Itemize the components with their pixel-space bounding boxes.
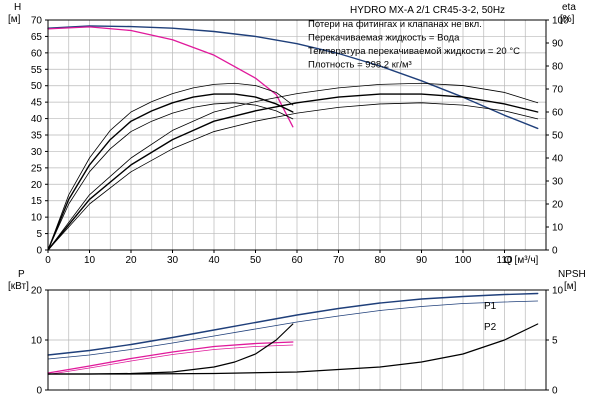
left-tick-label: 20: [31, 286, 43, 297]
x-tick-label: 90: [416, 255, 428, 266]
curve-eta_one_pump_mid: [47, 93, 294, 251]
curve-eta_two_pumps_lower: [47, 102, 539, 251]
x-tick-label: 100: [455, 255, 472, 266]
curve-eta_two_pumps_mid: [47, 93, 539, 251]
curve-p1_two_pumps: [47, 292, 539, 356]
curve-head_one_pump: [47, 26, 294, 128]
chart-title: HYDRO MX-A 2/1 CR45-3-2, 50Hz: [350, 5, 505, 16]
eta-axis-unit: [%]: [560, 14, 575, 25]
x-tick-label: 70: [333, 255, 345, 266]
right-tick-label: 0: [552, 246, 558, 257]
left-tick-label: 25: [31, 163, 43, 174]
left-tick-label: 0: [36, 386, 42, 397]
x-tick-label: 60: [291, 255, 303, 266]
curve-eta_two_pumps_upper: [47, 82, 539, 251]
right-tick-label: 60: [552, 108, 564, 119]
left-tick-label: 55: [31, 65, 43, 76]
grid-layer: [48, 19, 546, 390]
right-tick-label: 10: [552, 223, 564, 234]
x-tick-label: 20: [125, 255, 137, 266]
x-tick-label: 30: [167, 255, 179, 266]
right-tick-label: 90: [552, 39, 564, 50]
note-temperature: Температура перекачиваемой жидкости = 20…: [308, 46, 520, 57]
left-tick-label: 15: [31, 196, 43, 207]
left-tick-label: 50: [31, 81, 43, 92]
left-tick-label: 5: [36, 229, 42, 240]
right-tick-label: 0: [552, 386, 558, 397]
right-tick-label: 100: [552, 16, 569, 27]
curve-p2_one_pump: [47, 344, 294, 375]
x-tick-label: 80: [374, 255, 386, 266]
npsh-axis-label: NPSH: [558, 269, 586, 280]
left-tick-label: 70: [31, 16, 43, 27]
curve-eta_one_pump_upper: [47, 82, 294, 251]
left-tick-label: 65: [31, 32, 43, 43]
flow-axis-label: Q [м³/ч]: [504, 255, 539, 266]
right-tick-label: 20: [552, 200, 564, 211]
left-tick-label: 10: [31, 213, 43, 224]
curve-p1_one_pump: [47, 341, 294, 374]
left-tick-label: 60: [31, 48, 43, 59]
right-tick-label: 50: [552, 131, 564, 142]
power-axis-label: P: [18, 269, 25, 280]
right-tick-label: 70: [552, 85, 564, 96]
x-tick-label: 10: [84, 255, 96, 266]
left-tick-label: 20: [31, 180, 43, 191]
left-tick-label: 45: [31, 98, 43, 109]
curve-npsh_two_pumps: [47, 323, 539, 375]
note-liquid: Перекачиваемая жидкость = Вода: [308, 33, 460, 44]
series-layer: [47, 25, 539, 375]
left-tick-label: 10: [31, 336, 43, 347]
left-tick-label: 35: [31, 131, 43, 142]
axis-layer: 0510152025303540455055606570010203040506…: [31, 16, 569, 397]
curve-eta_one_pump_lower: [47, 102, 294, 251]
x-tick-label: 40: [208, 255, 220, 266]
legend-p2: P2: [484, 322, 497, 333]
left-tick-label: 0: [36, 246, 42, 257]
legend-p1: P1: [484, 301, 497, 312]
right-tick-label: 40: [552, 154, 564, 165]
right-tick-label: 80: [552, 62, 564, 73]
right-tick-label: 5: [552, 336, 558, 347]
left-tick-label: 30: [31, 147, 43, 158]
power-axis-unit: [кВт]: [8, 281, 29, 292]
note-density: Плотность = 998.2 кг/м³: [308, 60, 412, 71]
head-axis-label: H: [14, 2, 21, 13]
curve-head_two_pumps: [47, 25, 539, 130]
x-tick-label: 0: [45, 255, 51, 266]
left-tick-label: 40: [31, 114, 43, 125]
note-fittings: Потери на фитингах и клапанах не вкл.: [308, 19, 482, 30]
right-tick-label: 30: [552, 177, 564, 188]
npsh-axis-unit: [м]: [564, 281, 577, 292]
head-axis-unit: [м]: [8, 14, 21, 25]
curve-p2_two_pumps: [47, 300, 539, 360]
x-tick-label: 110: [497, 255, 513, 266]
x-tick-label: 50: [250, 255, 262, 266]
eta-axis-label: eta: [562, 2, 576, 13]
right-tick-label: 10: [552, 286, 564, 297]
